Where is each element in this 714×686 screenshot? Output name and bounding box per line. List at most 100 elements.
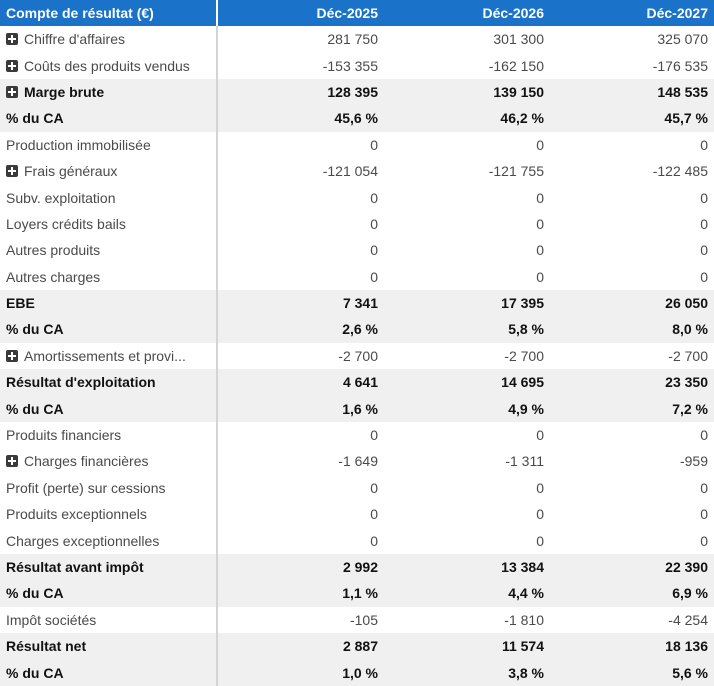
row-label: Chiffre d'affaires (24, 31, 125, 48)
value-cell: 1,1 % (342, 585, 378, 602)
value-cell: 8,0 % (672, 321, 708, 338)
row-label: Marge brute (24, 83, 105, 100)
value-cell: -121 054 (322, 163, 378, 180)
value-cell: 0 (700, 532, 708, 549)
value-cell: 0 (536, 268, 544, 285)
value-cell: 0 (700, 242, 708, 259)
row-label: Loyers crédits bails (6, 215, 126, 232)
row-label: % du CA (6, 585, 64, 602)
value-cell: 0 (700, 189, 708, 206)
value-cell: 0 (700, 268, 708, 285)
table-row[interactable]: Frais généraux -121 054 -121 755 -122 485 (0, 157, 714, 185)
table-row: Production immobilisée 0 0 0 (0, 131, 714, 158)
table-row[interactable]: Coûts des produits vendus -153 355 -162 15… (0, 52, 714, 79)
row-label: % du CA (6, 664, 64, 681)
row-label-cell: EBE (0, 289, 218, 317)
value-cell: 0 (536, 532, 544, 549)
row-label: Charges financières (24, 453, 149, 470)
row-label: Autres charges (6, 268, 101, 285)
value-cell: 0 (370, 242, 378, 259)
table-row: EBE 7 341 17 395 26 050 (0, 289, 714, 317)
row-label-cell: Produits exceptionnels (0, 501, 218, 528)
value-cell: 0 (370, 136, 378, 153)
table-row[interactable]: Amortissements et provi... -2 700 -2 700 -2… (0, 342, 714, 370)
value-cell: 0 (700, 506, 708, 523)
expand-plus-icon[interactable] (6, 59, 18, 72)
row-label-cell: % du CA (0, 580, 218, 607)
value-cell: 0 (536, 479, 544, 496)
table-row[interactable]: Chiffre d'affaires 281 750 301 300 325 070 (0, 26, 714, 53)
table-row: % du CA 1,1 % 4,4 % 6,9 % (0, 580, 714, 607)
table-row: Autres produits 0 0 0 (0, 237, 714, 264)
value-cell: -2 700 (504, 347, 544, 364)
table-row[interactable]: Charges financières -1 649 -1 311 -959 (0, 448, 714, 475)
table-row: % du CA 45,6 % 46,2 % 45,7 % (0, 105, 714, 132)
value-cell: 301 300 (493, 31, 544, 48)
row-label: Résultat d'exploitation (6, 374, 156, 391)
value-cell: -121 755 (488, 163, 544, 180)
value-cell: 0 (370, 532, 378, 549)
value-cell: -959 (679, 453, 708, 470)
row-label-cell: % du CA (0, 395, 218, 422)
table-row: Résultat d'exploitation 4 641 14 695 23 350 (0, 369, 714, 396)
value-cell: -2 700 (668, 347, 708, 364)
value-cell: 4,9 % (508, 400, 544, 417)
value-cell: -162 150 (488, 57, 544, 74)
value-cell: 7,2 % (672, 400, 708, 417)
value-cell: 0 (370, 506, 378, 523)
value-cell: 18 136 (665, 638, 708, 655)
table-row: Impôt sociétés -105 -1 810 -4 254 (0, 606, 714, 633)
value-cell: 0 (536, 427, 544, 444)
row-label-cell: Charges financières (0, 448, 218, 475)
value-cell: 148 535 (657, 83, 708, 100)
row-label-cell: Impôt sociétés (0, 606, 218, 633)
value-cell: -122 485 (652, 163, 708, 180)
column-header-year[interactable]: Déc-2026 (384, 0, 550, 26)
row-label-cell: % du CA (0, 316, 218, 343)
value-cell: 1,0 % (342, 664, 378, 681)
value-cell: 2,6 % (342, 321, 378, 338)
table-row: Loyers crédits bails 0 0 0 (0, 210, 714, 238)
row-label: Impôt sociétés (6, 611, 97, 628)
value-cell: -1 810 (504, 611, 544, 628)
row-label: Subv. exploitation (6, 189, 116, 206)
row-label-cell: Résultat d'exploitation (0, 369, 218, 396)
value-cell: 139 150 (493, 83, 544, 100)
value-cell: 7 341 (342, 295, 378, 312)
value-cell: 4 641 (342, 374, 378, 391)
value-cell: 14 695 (501, 374, 544, 391)
expand-plus-icon[interactable] (6, 349, 18, 362)
value-cell: 4,4 % (508, 585, 544, 602)
column-header-year[interactable]: Déc-2025 (217, 0, 384, 26)
expand-plus-icon[interactable] (6, 165, 18, 178)
expand-plus-icon[interactable] (6, 85, 18, 98)
table-row: Subv. exploitation 0 0 0 (0, 184, 714, 211)
row-label: Production immobilisée (6, 136, 151, 153)
row-label: Amortissements et provi... (24, 347, 186, 364)
table-row: Résultat net 2 887 11 574 18 136 (0, 632, 714, 660)
row-label-cell: Chiffre d'affaires (0, 26, 218, 53)
value-cell: 46,2 % (500, 110, 544, 127)
row-label-cell: Résultat avant impôt (0, 553, 218, 581)
column-header-year[interactable]: Déc-2027 (550, 0, 714, 26)
table-row[interactable]: Marge brute 128 395 139 150 148 535 (0, 78, 714, 106)
expand-plus-icon[interactable] (6, 33, 18, 46)
expand-plus-icon[interactable] (6, 455, 18, 468)
table-row: Produits exceptionnels 0 0 0 (0, 501, 714, 528)
row-label-cell: Production immobilisée (0, 131, 218, 158)
row-label-cell: Subv. exploitation (0, 184, 218, 211)
value-cell: 5,8 % (508, 321, 544, 338)
table-row: % du CA 1,6 % 4,9 % 7,2 % (0, 395, 714, 422)
value-cell: 23 350 (665, 374, 708, 391)
row-label: Résultat avant impôt (6, 559, 144, 575)
value-cell: 1,6 % (342, 400, 378, 417)
row-label: EBE (6, 295, 35, 312)
value-cell: 2 992 (342, 559, 378, 575)
table-row: % du CA 2,6 % 5,8 % 8,0 % (0, 316, 714, 343)
table-row: % du CA 1,0 % 3,8 % 5,6 % (0, 659, 714, 686)
value-cell: 0 (370, 268, 378, 285)
value-cell: 2 887 (342, 638, 378, 655)
value-cell: -1 311 (505, 453, 544, 470)
row-label: Coûts des produits vendus (24, 57, 190, 74)
